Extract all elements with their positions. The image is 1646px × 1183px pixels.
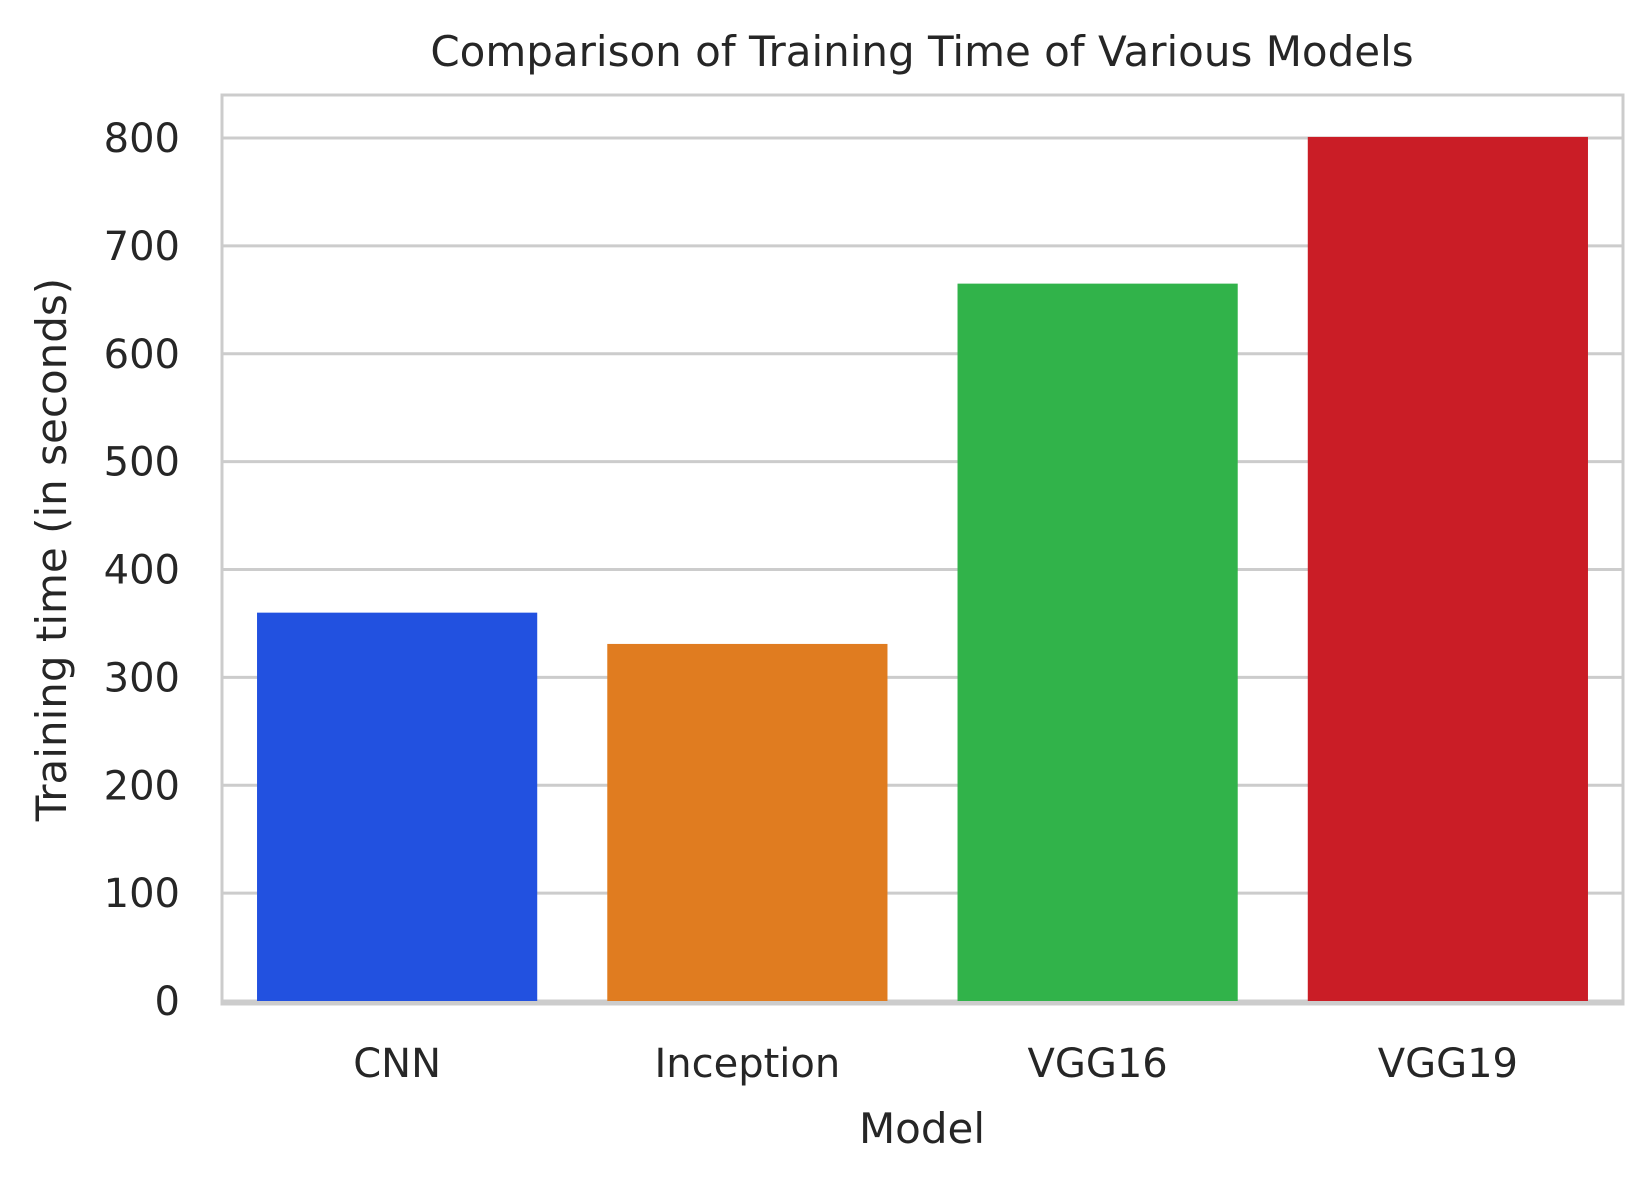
y-tick-label: 400 <box>104 548 180 594</box>
y-tick-label: 0 <box>155 979 180 1025</box>
y-tick-label: 200 <box>104 763 180 809</box>
x-axis-label: Model <box>859 1104 985 1153</box>
bar-inception <box>607 643 888 1001</box>
y-tick-label: 700 <box>104 224 180 270</box>
y-tick-label: 100 <box>104 871 180 917</box>
plot-frame <box>220 93 1625 1006</box>
x-tick-label-inception: Inception <box>654 1041 840 1087</box>
x-tick-labels: CNN Inception VGG16 VGG19 <box>353 1041 1518 1087</box>
bar-vgg19 <box>1307 136 1588 1001</box>
bar-vgg16 <box>957 283 1238 1002</box>
y-tick-label: 800 <box>104 116 180 162</box>
y-tick-label: 600 <box>104 332 180 378</box>
bars <box>257 136 1588 1002</box>
y-tick-label: 300 <box>104 655 180 701</box>
y-tick-labels: 0 100 200 300 400 500 600 700 800 <box>104 116 180 1025</box>
x-tick-label-vgg16: VGG16 <box>1027 1041 1167 1087</box>
bar-cnn <box>257 612 538 1001</box>
x-tick-label-vgg19: VGG19 <box>1378 1041 1518 1087</box>
y-tick-label: 500 <box>104 440 180 486</box>
x-tick-label-cnn: CNN <box>353 1041 441 1087</box>
chart-title: Comparison of Training Time of Various M… <box>430 27 1413 76</box>
y-axis-label: Training time (in seconds) <box>27 278 76 822</box>
